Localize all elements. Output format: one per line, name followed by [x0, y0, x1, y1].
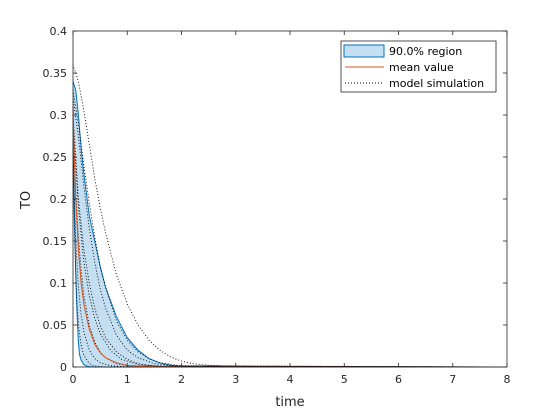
y-tick-label: 0.3 — [50, 109, 68, 122]
region-upper-edge — [72, 81, 508, 368]
x-tick-label: 4 — [287, 373, 294, 386]
region-band — [73, 81, 507, 368]
legend-label-region: 90.0% region — [389, 45, 462, 58]
y-tick-label: 0.2 — [50, 193, 68, 206]
legend: 90.0% region mean value model simulation — [340, 40, 497, 93]
x-tick-label: 0 — [70, 373, 77, 386]
y-tick-label: 0.35 — [43, 67, 68, 80]
simulation-line-5 — [72, 148, 508, 368]
simulation-line-8 — [72, 123, 508, 368]
simulation-line-2 — [72, 89, 508, 368]
y-tick-label: 0.4 — [50, 25, 68, 38]
region-lower-edge — [72, 140, 507, 368]
simulation-line-7 — [72, 98, 508, 368]
legend-swatch-region — [343, 44, 385, 58]
x-axis-label: time — [275, 395, 304, 410]
x-tick-label: 8 — [504, 373, 511, 386]
plot-area — [72, 64, 508, 368]
y-tick-label: 0 — [60, 361, 67, 374]
y-tick-label: 0.15 — [43, 235, 68, 248]
x-tick-label: 5 — [341, 373, 348, 386]
mean-line — [72, 106, 507, 368]
x-tick-label: 1 — [124, 373, 131, 386]
y-tick-label: 0.05 — [43, 319, 68, 332]
axes: 0 1 2 3 4 5 6 7 8 0 0.05 0.1 0.15 0.2 0.25 0.3 0.35 0.4 — [43, 25, 511, 386]
simulation-line-4 — [72, 131, 508, 368]
y-axis-label: TO — [19, 191, 34, 210]
simulation-line-1 — [72, 64, 508, 368]
y-tick-label: 0.25 — [43, 151, 68, 164]
simulation-line-6 — [72, 165, 508, 368]
x-tick-label: 6 — [395, 373, 402, 386]
x-tick-label: 3 — [232, 373, 239, 386]
legend-label-mean: mean value — [389, 61, 454, 74]
legend-label-sim: model simulation — [389, 77, 484, 90]
x-tick-label: 7 — [449, 373, 456, 386]
simulation-line-3 — [72, 114, 508, 368]
y-tick-label: 0.1 — [50, 277, 68, 290]
x-tick-label: 2 — [178, 373, 185, 386]
